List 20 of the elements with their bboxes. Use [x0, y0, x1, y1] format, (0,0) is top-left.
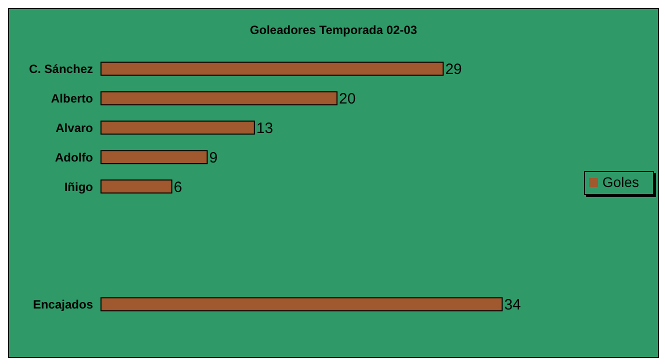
y-tick-label: Adolfo [55, 150, 93, 164]
data-label: 34 [504, 296, 521, 314]
bar [100, 180, 172, 194]
data-label: 20 [338, 90, 356, 108]
bar [100, 297, 503, 312]
bar [100, 62, 444, 76]
y-tick-label: Iñigo [64, 180, 93, 194]
data-label: 29 [445, 61, 462, 78]
y-tick-label: Alvaro [56, 120, 93, 135]
bar [100, 150, 208, 164]
y-tick-label: Alberto [51, 91, 93, 106]
bar [100, 91, 338, 106]
y-tick-label: C. Sánchez [28, 62, 93, 76]
data-label: 6 [174, 178, 182, 196]
chart-title: Goleadores Temporada 02-03 [248, 23, 418, 37]
y-tick-label: Encajados [32, 298, 94, 312]
bar [100, 120, 255, 135]
legend-label: Goles [602, 174, 639, 190]
data-label: 13 [256, 120, 274, 137]
data-label: 9 [209, 149, 218, 166]
